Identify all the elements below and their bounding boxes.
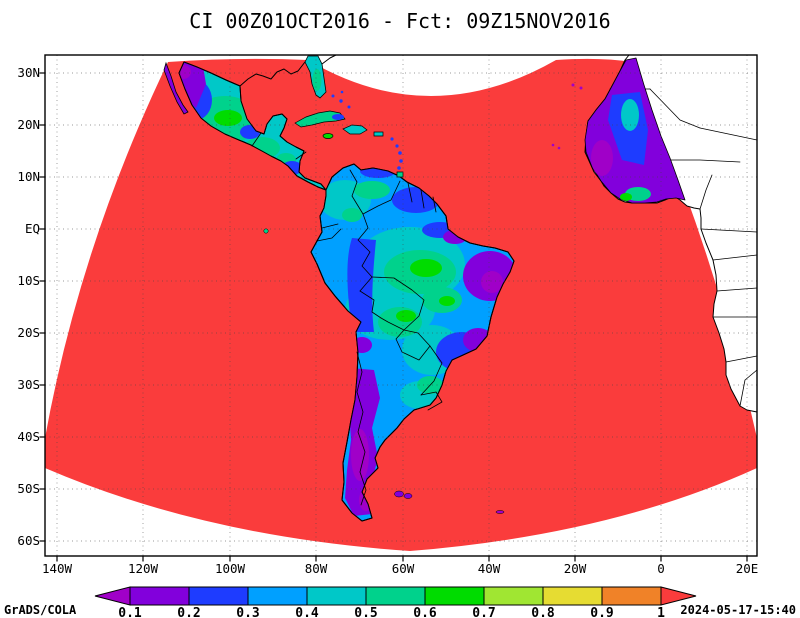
colorbar: 0.1 0.2 0.3 0.4 0.5 0.6 0.7 0.8 0.9 1: [94, 586, 697, 618]
colorbar-tick-label: 0.4: [295, 606, 319, 618]
colorbar-tick-label: 0.7: [472, 606, 495, 618]
south-georgia: [495, 510, 505, 514]
galapagos: [263, 228, 269, 234]
lon-tick-label: 20E: [736, 561, 759, 576]
canary-islands: [571, 83, 583, 90]
trinidad: [396, 171, 404, 178]
lon-tick-label: 140W: [42, 561, 73, 576]
falkland-west: [394, 490, 404, 498]
lesser-antilles: [390, 137, 403, 170]
colorbar-segment: [129, 586, 190, 606]
us-east-coastline: [321, 54, 337, 65]
colorbar-tick-label: 0.1: [118, 606, 142, 618]
map-frame: [39, 54, 758, 562]
lon-tick-label: 100W: [215, 561, 246, 576]
lat-tick-label: 50S: [17, 481, 40, 496]
west-africa-blobs: [591, 92, 651, 201]
colorbar-tick-label: 0.3: [236, 606, 259, 618]
colorbar-tick-label: 1: [657, 606, 665, 618]
lat-tick-label: 30S: [17, 377, 40, 392]
colorbar-arrow-right: [660, 586, 697, 606]
cuba-east-blob: [332, 114, 344, 120]
small-islands: [263, 83, 583, 514]
colorbar-segment: [483, 586, 544, 606]
south-america-blobs: [319, 164, 514, 516]
colorbar-tick-label: 0.9: [590, 606, 613, 618]
south-america-coast-restroke: [310, 163, 515, 522]
lat-tick-label: EQ: [25, 221, 40, 236]
axis-labels: 30N 20N 10N EQ 10S 20S 30S 40S 50S 60S 1…: [17, 65, 758, 576]
lat-tick-label: 10S: [17, 273, 40, 288]
colorbar-segment: [601, 586, 662, 606]
colorbar-tick-label: 0.6: [413, 606, 437, 618]
colorbar-tick-label: 0.2: [177, 606, 200, 618]
colorbar-segment: [247, 586, 308, 606]
lon-tick-label: 40W: [478, 561, 501, 576]
south-america-borders: [316, 169, 443, 506]
lat-tick-label: 10N: [17, 169, 40, 184]
gulf-coastline: [239, 61, 306, 87]
south-america-field: [310, 163, 515, 522]
axis-ticks: [39, 72, 748, 562]
lon-tick-label: 0: [657, 561, 665, 576]
bahamas: [331, 90, 351, 109]
colorbar-segment: [306, 586, 367, 606]
chart-title: CI 00Z01OCT2016 - Fct: 09Z15NOV2016: [189, 9, 610, 33]
lon-tick-label: 80W: [305, 561, 328, 576]
colorbar-segment: [424, 586, 485, 606]
lat-tick-label: 40S: [17, 429, 40, 444]
baja-california: [163, 61, 189, 115]
florida-field-blob: [312, 69, 322, 91]
lat-tick-label: 20S: [17, 325, 40, 340]
colorbar-tick-label: 0.5: [354, 606, 377, 618]
lat-tick-label: 30N: [17, 65, 40, 80]
grid-lines: [45, 55, 757, 556]
falkland-east: [403, 493, 413, 499]
lon-tick-label: 20W: [564, 561, 587, 576]
lat-tick-label: 20N: [17, 117, 40, 132]
jamaica: [322, 133, 334, 139]
colorbar-segment: [542, 586, 603, 606]
cape-verde: [551, 143, 561, 150]
lon-tick-label: 120W: [128, 561, 159, 576]
cuba: [294, 110, 346, 128]
mexico-coast-restroke: [178, 61, 327, 191]
puerto-rico: [373, 131, 384, 137]
colorbar-labels: 0.1 0.2 0.3 0.4 0.5 0.6 0.7 0.8 0.9 1: [118, 606, 665, 618]
lon-tick-label: 60W: [392, 561, 415, 576]
colorbar-arrow-left: [94, 586, 131, 606]
lat-tick-label: 60S: [17, 533, 40, 548]
colorbar-segment: [188, 586, 249, 606]
colorbar-tick-label: 0.8: [531, 606, 555, 618]
grads-credit: GrADS/COLA: [4, 603, 77, 617]
central-america-borders: [251, 132, 307, 160]
colorbar-segment: [365, 586, 426, 606]
timestamp: 2024-05-17-15:40: [680, 603, 796, 617]
north-america-coast: [239, 54, 337, 99]
west-africa-field: [584, 57, 686, 204]
